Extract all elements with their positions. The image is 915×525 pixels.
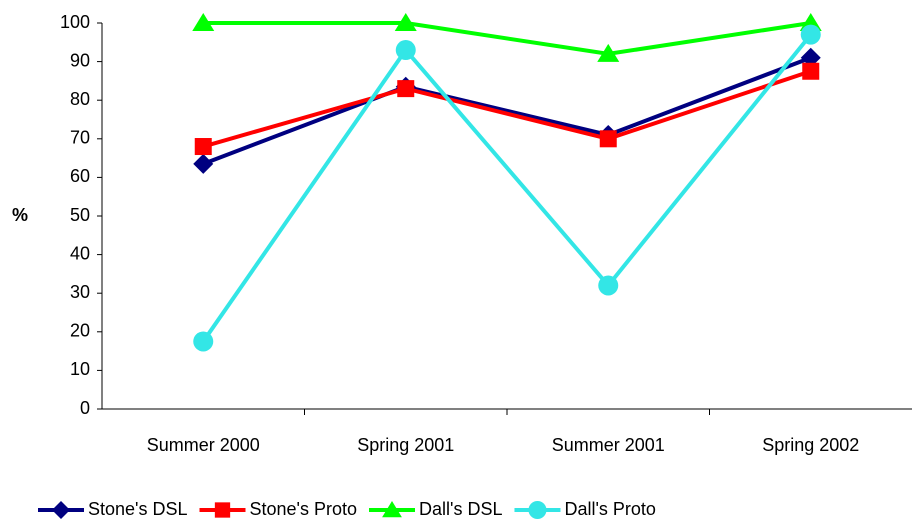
y-tick-label: 60	[70, 166, 90, 186]
legend-label: Stone's Proto	[250, 499, 358, 519]
legend-marker	[528, 501, 547, 519]
y-tick-label: 10	[70, 359, 90, 379]
series-line	[201, 33, 813, 343]
data-point	[192, 13, 215, 31]
series-line	[202, 69, 812, 149]
x-tick-label: Summer 2000	[147, 435, 260, 455]
legend-marker	[52, 501, 70, 519]
y-tick-label: 20	[70, 321, 90, 341]
data-point	[800, 24, 821, 45]
y-tick-label: 70	[70, 128, 90, 148]
x-tick-label: Spring 2002	[762, 435, 859, 455]
y-tick-label: 90	[70, 50, 90, 70]
series-line	[202, 55, 812, 166]
y-tick-label: 0	[80, 398, 90, 418]
data-point	[599, 130, 617, 148]
y-tick-label: 80	[70, 89, 90, 109]
data-point	[193, 331, 214, 352]
y-tick-label: 30	[70, 282, 90, 302]
data-point	[598, 275, 619, 296]
legend-marker	[382, 501, 402, 518]
y-tick-label: 100	[60, 12, 90, 32]
data-point	[800, 47, 821, 68]
y-tick-label: 50	[70, 205, 90, 225]
data-point	[194, 138, 212, 156]
legend-label: Stone's DSL	[88, 499, 188, 519]
y-tick-label: 40	[70, 243, 90, 263]
data-point	[394, 13, 417, 31]
data-point	[395, 40, 416, 61]
legend-marker	[214, 502, 231, 518]
legend-label: Dall's Proto	[564, 499, 655, 519]
series-line	[203, 21, 812, 56]
x-tick-label: Summer 2001	[552, 435, 665, 455]
data-point	[802, 62, 820, 80]
y-axis-label: %	[12, 205, 28, 225]
data-point	[397, 80, 415, 98]
x-tick-label: Spring 2001	[357, 435, 454, 455]
data-point	[193, 153, 214, 174]
data-point	[597, 43, 620, 62]
legend-label: Dall's DSL	[419, 499, 502, 519]
